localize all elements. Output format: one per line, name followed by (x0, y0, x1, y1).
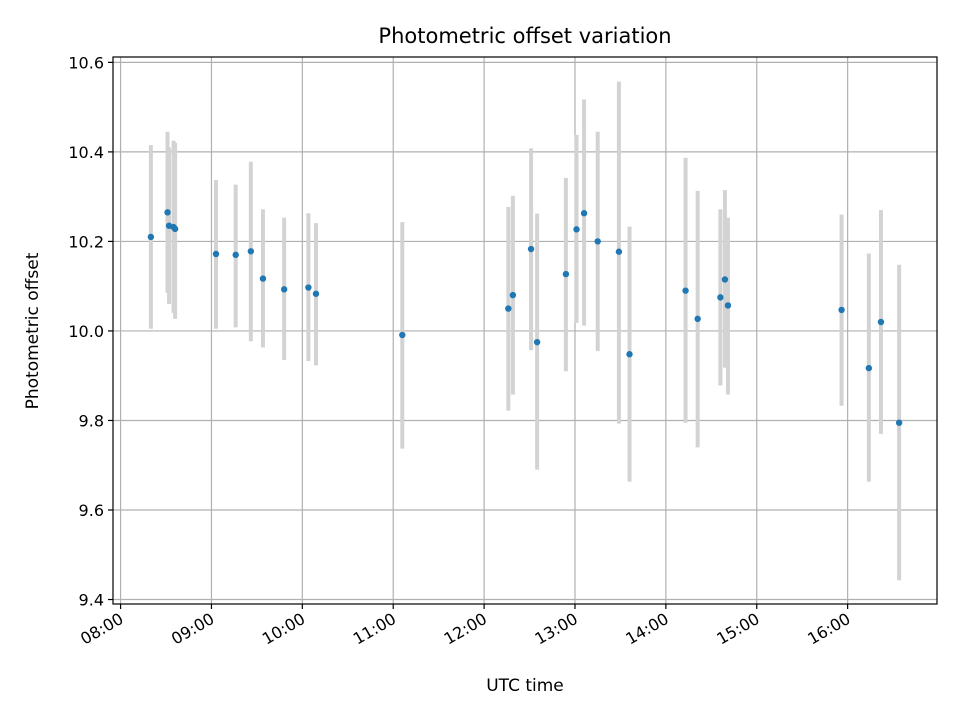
y-tick-label: 10.0 (68, 322, 104, 341)
y-axis-label: Photometric offset (23, 252, 43, 409)
data-point (615, 248, 623, 255)
data-point (164, 209, 171, 216)
data-point (312, 290, 320, 297)
grid (113, 57, 937, 604)
data-point (305, 284, 312, 291)
data-point (171, 225, 179, 233)
data-point (694, 315, 701, 323)
data-point (399, 331, 406, 339)
data-point (533, 338, 541, 346)
x-axis-label: UTC time (486, 676, 564, 696)
data-points (147, 209, 903, 426)
data-point (580, 210, 588, 217)
data-point (594, 238, 601, 245)
data-point (147, 233, 155, 241)
data-point (865, 364, 873, 372)
data-point (895, 419, 903, 426)
data-point (573, 226, 580, 233)
data-point (527, 245, 535, 253)
y-tick-label: 10.6 (68, 53, 104, 72)
y-tick-label: 9.8 (79, 411, 104, 430)
y-axis-ticks: 9.4 9.6 9.8 10.0 10.2 10.4 10.6 (68, 53, 113, 610)
y-tick-label: 10.2 (68, 232, 104, 251)
chart-title: Photometric offset variation (378, 24, 671, 48)
data-point (626, 351, 633, 358)
data-point (212, 250, 220, 258)
data-point (724, 302, 732, 309)
data-point (562, 270, 570, 278)
data-point (505, 305, 512, 312)
data-point (232, 251, 239, 259)
data-point (259, 275, 267, 282)
data-point (247, 248, 255, 255)
data-point (509, 291, 517, 299)
data-point (877, 318, 885, 326)
data-point (838, 306, 845, 314)
data-point (721, 276, 729, 283)
data-point (682, 287, 689, 294)
data-point (280, 286, 288, 293)
y-tick-label: 10.4 (68, 143, 104, 162)
y-tick-label: 9.6 (79, 501, 104, 520)
y-tick-label: 9.4 (79, 591, 104, 610)
data-point (717, 294, 724, 301)
